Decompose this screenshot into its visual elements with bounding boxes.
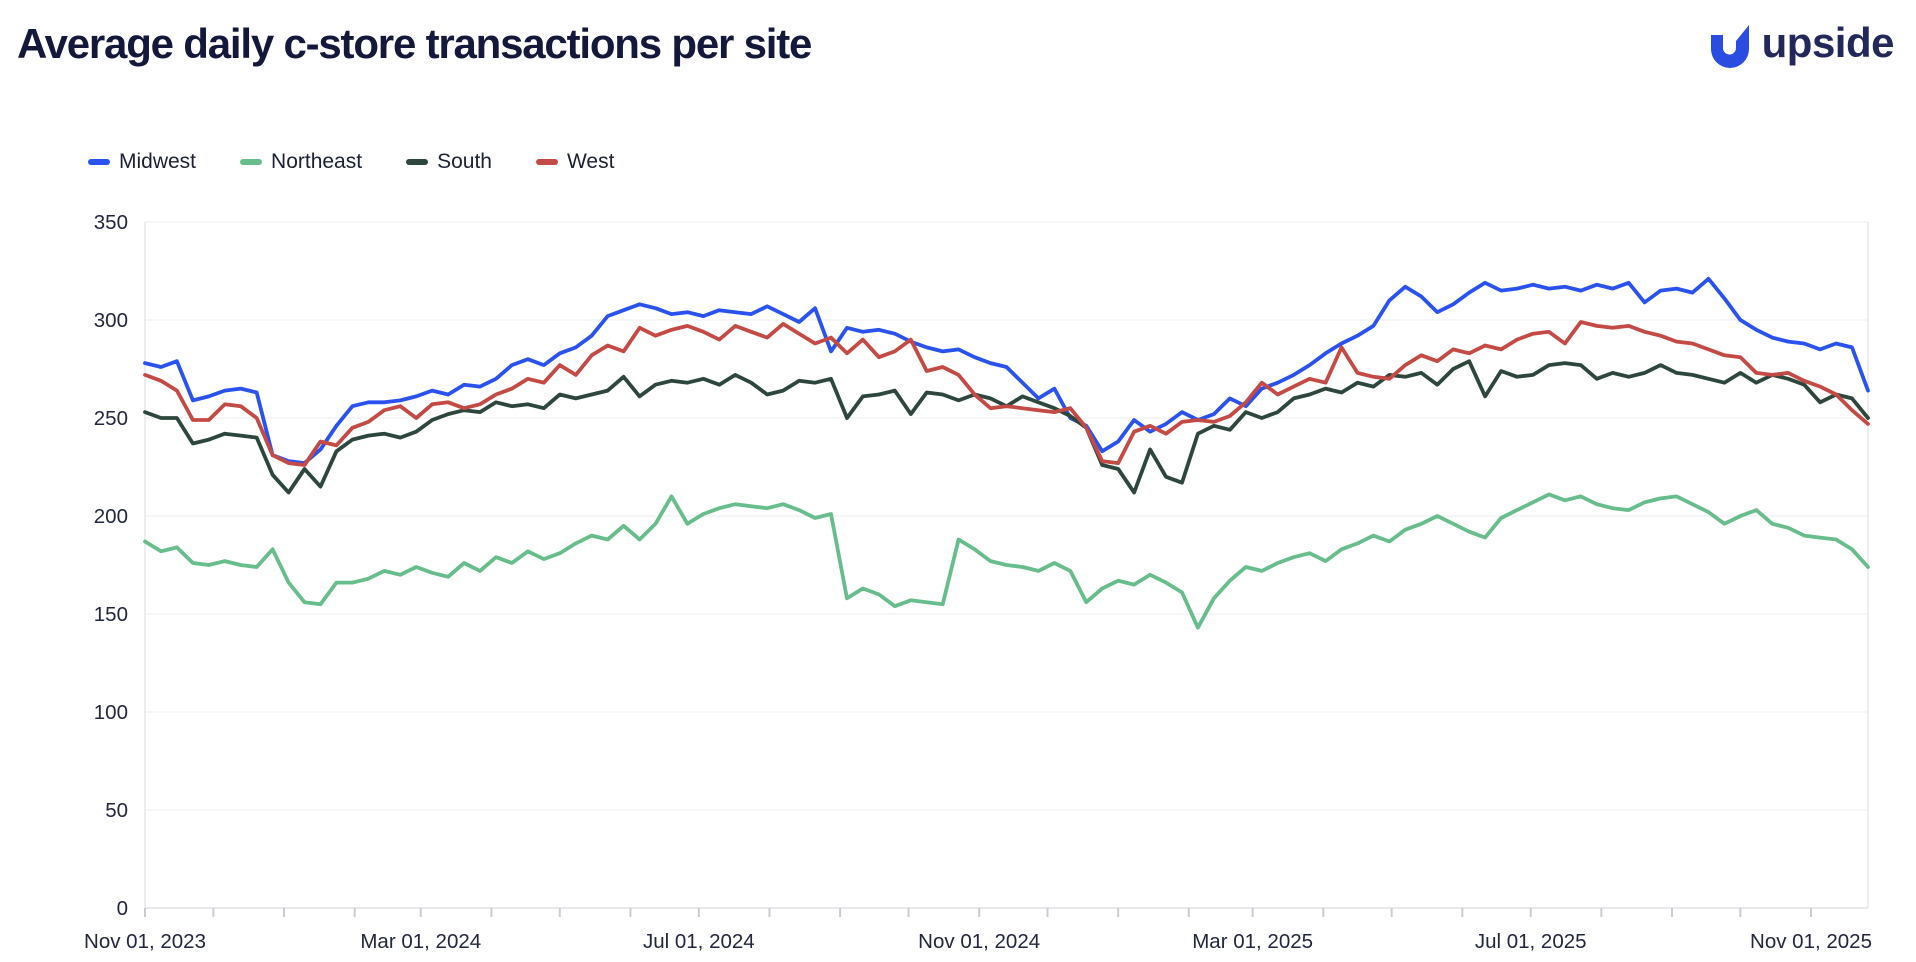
upside-logo-icon (1710, 25, 1749, 68)
y-tick-label-300: 300 (94, 309, 128, 332)
series-lines (143, 276, 1870, 630)
series-line-south (143, 359, 1870, 495)
y-tick-label-250: 250 (94, 407, 128, 430)
legend-label-northeast: Northeast (271, 150, 363, 173)
x-tick-label-Nov-01-2024: Nov 01, 2024 (918, 930, 1040, 953)
y-tick-label-350: 350 (94, 211, 128, 234)
legend-swatch-west (535, 159, 558, 165)
legend-swatch-northeast (240, 159, 263, 165)
x-tick-label-Mar-01-2024: Mar 01, 2024 (360, 930, 481, 953)
series-line-midwest (143, 276, 1870, 466)
y-tick-label-150: 150 (94, 603, 128, 626)
legend-label-west: West (566, 150, 615, 173)
series-line-northeast (143, 492, 1870, 630)
legend-swatch-midwest (88, 159, 110, 165)
x-tick-label-Jul-01-2024: Jul 01, 2024 (643, 930, 755, 953)
page-header: Average daily c-store transactions per s… (0, 0, 1916, 90)
x-tick-label-Nov-01-2023: Nov 01, 2023 (84, 930, 206, 953)
legend-item-south[interactable]: South (406, 150, 492, 174)
chart-legend: Midwest Northeast South West (88, 150, 614, 174)
upside-logo: upside (1705, 16, 1895, 70)
page-title: Average daily c-store transactions per s… (17, 20, 812, 67)
series-line-west (143, 320, 1870, 467)
legend-label-south: South (437, 150, 492, 173)
y-tick-label-100: 100 (94, 701, 128, 724)
legend-item-west[interactable]: West (535, 150, 615, 174)
y-tick-label-0: 0 (117, 897, 128, 920)
legend-item-northeast[interactable]: Northeast (240, 150, 362, 174)
y-tick-label-200: 200 (94, 505, 128, 528)
x-tick-label-Jul-01-2025: Jul 01, 2025 (1475, 930, 1587, 953)
legend-item-midwest[interactable]: Midwest (88, 150, 196, 174)
y-tick-label-50: 50 (105, 799, 128, 822)
axis-labels: 0 50 100 150 200 250 300 350 Nov 01, 2023 Mar 01,… (84, 211, 1872, 953)
x-tick-label-Nov-01-2025: Nov 01, 2025 (1750, 930, 1872, 953)
legend-label-midwest: Midwest (119, 150, 197, 173)
upside-logo-text: upside (1761, 19, 1895, 66)
x-tick-label-Mar-01-2025: Mar 01, 2025 (1192, 930, 1313, 953)
legend-swatch-south (406, 159, 429, 165)
